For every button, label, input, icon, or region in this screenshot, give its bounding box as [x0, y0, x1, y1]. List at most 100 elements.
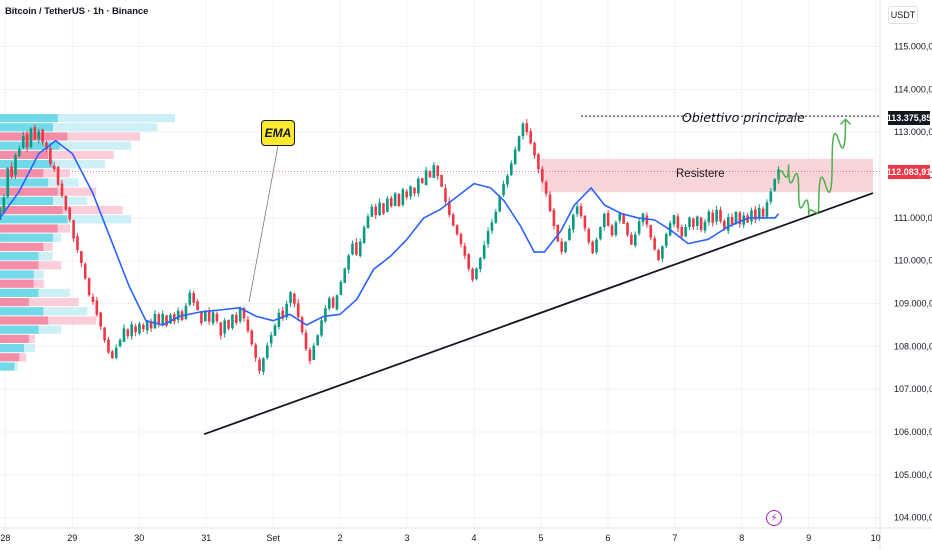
candle-body: [626, 222, 629, 235]
candle-body: [541, 168, 544, 182]
candle-body: [761, 208, 765, 217]
candle-body: [114, 347, 118, 358]
candle-body: [428, 170, 432, 178]
candle-body: [494, 211, 498, 223]
candle-body: [370, 206, 374, 217]
currency-button[interactable]: USDT: [888, 6, 918, 24]
candle-body: [482, 245, 486, 259]
candle-body: [343, 268, 347, 283]
candle-body: [52, 165, 56, 170]
candle-body: [207, 310, 211, 322]
x-tick-label: 6: [605, 533, 610, 543]
candle-body: [238, 307, 242, 322]
candle-body: [60, 183, 64, 196]
candle-body: [223, 320, 226, 334]
candle-body: [138, 323, 141, 334]
candle-body: [87, 278, 91, 296]
candle-body: [622, 213, 625, 224]
x-tick-label: 29: [67, 533, 77, 543]
candle-body: [277, 312, 281, 327]
candle-body: [409, 186, 412, 197]
candle-body: [510, 163, 513, 175]
candle-body: [227, 319, 230, 329]
candle-body: [548, 194, 552, 212]
candle-body: [0, 207, 2, 221]
candle-body: [103, 327, 106, 341]
candle-body: [715, 209, 718, 222]
volume-profile-bar: [0, 334, 29, 343]
candle-body: [738, 212, 742, 225]
candle-body: [10, 166, 13, 177]
candle-body: [649, 225, 653, 238]
candle-body: [448, 201, 451, 215]
candle-body: [653, 238, 656, 250]
x-tick-label: 10: [871, 533, 881, 543]
candle-body: [25, 134, 29, 148]
candle-body: [29, 128, 33, 147]
candle-body: [324, 308, 327, 322]
candle-body: [192, 292, 195, 303]
candle-body: [130, 324, 134, 337]
candle-body: [347, 255, 350, 270]
candle-body: [502, 184, 505, 196]
grid: [0, 0, 880, 528]
ema-label[interactable]: EMA: [261, 120, 295, 146]
candle-body: [757, 207, 761, 219]
candle-body: [479, 257, 482, 270]
volume-profile-bar-light: [0, 307, 88, 316]
volume-profile-bar: [0, 187, 58, 196]
candle-body: [498, 196, 501, 212]
candle-body: [76, 236, 79, 251]
candle-body: [269, 335, 273, 344]
candle-body: [556, 224, 560, 242]
volume-profile-bar: [0, 114, 58, 123]
candle-body: [602, 213, 606, 228]
target-label[interactable]: Obiettivo principale: [682, 110, 805, 125]
candle-body: [506, 175, 509, 185]
candle-body: [335, 295, 339, 310]
ema-callout-line: [248, 145, 279, 303]
candle-body: [637, 221, 641, 234]
candle-body: [327, 298, 331, 309]
candle-body: [173, 314, 176, 322]
symbol-title[interactable]: Bitcoin / TetherUS · 1h · Binance: [5, 6, 149, 17]
candle-body: [432, 165, 436, 178]
candle-body: [219, 322, 223, 336]
candle-body: [203, 312, 207, 322]
volume-profile-bar-light: [0, 141, 132, 150]
candle-body: [610, 225, 614, 236]
candle-body: [467, 254, 471, 269]
last-price-tag: 112.083,91: [886, 165, 932, 179]
candle-body: [695, 216, 699, 226]
candle-body: [773, 179, 777, 191]
candle-body: [134, 326, 137, 333]
candle-body: [676, 216, 680, 229]
candle-body: [304, 332, 308, 350]
candle-body: [169, 314, 172, 324]
candle-body: [754, 209, 757, 220]
y-tick-label: 107.000,00: [894, 384, 932, 394]
candle-body: [234, 314, 238, 323]
candle-body: [730, 217, 734, 225]
candle-body: [99, 312, 103, 327]
candle-body: [107, 339, 110, 353]
candle-body: [351, 243, 354, 255]
candle-body: [72, 220, 75, 239]
candle-body: [719, 209, 722, 222]
x-tick-label: 5: [538, 533, 543, 543]
candle-body: [564, 241, 567, 252]
y-tick-label: 109.000,00: [894, 299, 932, 309]
candle-body: [664, 233, 668, 246]
resistance-label[interactable]: Resistere: [676, 168, 725, 180]
y-tick-label: 105.000,00: [894, 470, 932, 480]
candle-body: [118, 340, 122, 347]
candle-body: [723, 221, 726, 229]
candle-body: [64, 195, 68, 210]
volume-profile-bar: [0, 298, 29, 307]
candle-body: [560, 241, 563, 252]
lightning-icon[interactable]: ⚡: [766, 510, 782, 526]
resistance-zone: [540, 158, 873, 193]
x-tick-label: 3: [405, 533, 410, 543]
candle-body: [242, 308, 246, 319]
